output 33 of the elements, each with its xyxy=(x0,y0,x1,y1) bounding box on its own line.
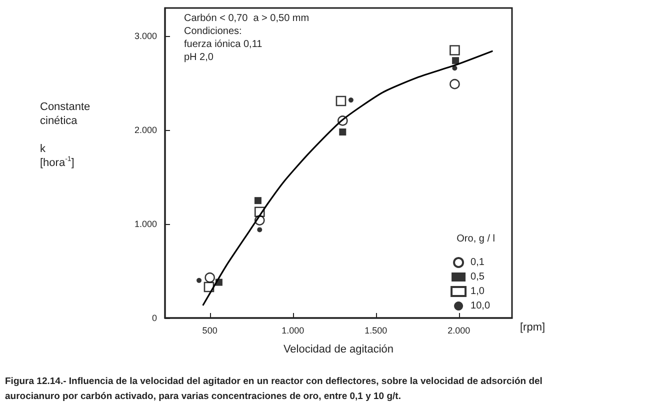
point xyxy=(254,206,265,217)
y-tick-label: 0 xyxy=(152,313,157,323)
legend-label: 1,0 xyxy=(470,286,485,297)
text: [rpm] xyxy=(520,322,546,334)
y-tick-label: 1.000 xyxy=(134,219,157,230)
point xyxy=(450,78,460,90)
x-tick-label: 1.000 xyxy=(282,326,304,336)
point xyxy=(254,197,262,204)
point xyxy=(336,96,346,106)
point xyxy=(339,128,346,136)
legend-label: 0,1 xyxy=(470,257,485,268)
point xyxy=(257,227,262,232)
point xyxy=(348,98,354,103)
point xyxy=(196,278,202,283)
annotation: Carbón < 0,70 a > 0,50 mm Condiciones: fuerza iónica 0,11 pH 2,0 xyxy=(184,13,310,63)
point xyxy=(452,57,460,64)
point xyxy=(450,45,460,56)
point xyxy=(215,278,222,286)
text: Figura 12.14.- Influencia de la velocidad del agitador en un reactor con deflectores, sobre la velocidad de adsorción del aurocianuro por carbón activado, para varias concentraciones de oro, entre 0,1 y 10 g/t. xyxy=(5,376,542,402)
x-tick-label: 500 xyxy=(202,326,218,336)
y-tick-label: 2.000 xyxy=(134,125,157,136)
legend-title: Oro, g / l xyxy=(456,234,496,244)
legend-label: 0,5 xyxy=(470,272,485,282)
point xyxy=(204,272,215,283)
point xyxy=(204,282,214,292)
y-tick-label: 3.000 xyxy=(134,31,157,42)
point xyxy=(452,66,458,71)
legend-label: 10,0 xyxy=(470,300,490,312)
x-tick-label: 2.000 xyxy=(448,326,470,336)
point xyxy=(254,215,265,226)
x-axis-title: Velocidad de agitación xyxy=(283,344,394,356)
x-tick-label: 1.500 xyxy=(364,326,388,336)
point xyxy=(338,116,348,126)
